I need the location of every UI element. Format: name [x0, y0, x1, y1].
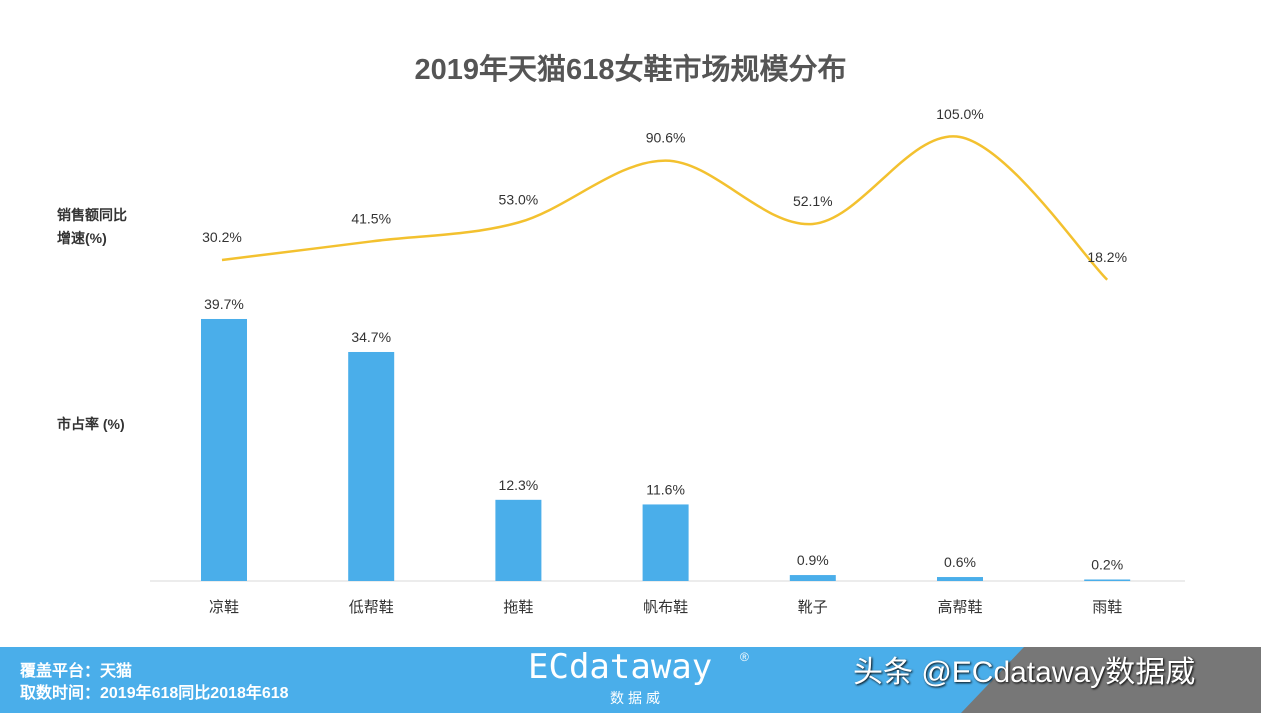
- period-text: 取数时间：2019年618同比2018年618: [20, 685, 289, 702]
- bar: [495, 499, 542, 581]
- chart-plot: 39.7% 34.7% 12.3% 11.6% 0.9% 0.6% 0.2% 凉鞋 低帮鞋 拖鞋 帆…: [150, 106, 1185, 616]
- bar-data-label: 11.6%: [646, 481, 685, 497]
- registered-mark: ®: [740, 650, 749, 664]
- bar: [937, 577, 983, 581]
- bar: [348, 351, 395, 581]
- x-tick-label: 高帮鞋: [937, 599, 982, 616]
- x-tick-label: 帆布鞋: [643, 599, 688, 616]
- bar: [642, 504, 689, 581]
- chart-title: 2019年天猫618女鞋市场规模分布: [414, 54, 847, 86]
- x-tick-label: 靴子: [798, 599, 828, 616]
- bar-data-label: 39.7%: [204, 296, 244, 312]
- x-tick-label: 雨鞋: [1092, 599, 1122, 616]
- x-tick-label: 拖鞋: [503, 599, 533, 616]
- logo-subtitle: 数据威: [610, 690, 664, 706]
- bar: [1084, 579, 1131, 581]
- bar-data-label: 0.6%: [944, 554, 976, 570]
- growth-line: [221, 135, 1109, 281]
- bar: [201, 318, 247, 581]
- platform-text: 覆盖平台：天猫: [20, 663, 133, 680]
- line-data-label: 41.5%: [351, 210, 391, 226]
- bar-data-label: 12.3%: [499, 477, 539, 493]
- bar-data-label: 0.9%: [797, 552, 829, 568]
- line-data-label: 52.1%: [793, 193, 833, 209]
- x-tick-label: 凉鞋: [209, 599, 239, 616]
- bar-data-label: 34.7%: [351, 329, 391, 345]
- x-tick-label: 低帮鞋: [349, 599, 394, 616]
- bar-data-label: 0.2%: [1091, 557, 1123, 573]
- line-data-label: 90.6%: [646, 130, 686, 146]
- line-series-label: 销售额同比 增速(%): [57, 207, 127, 246]
- line-data-label: 53.0%: [499, 192, 539, 208]
- line-data-label: 30.2%: [202, 229, 242, 245]
- line-data-label: 105.0%: [936, 106, 983, 122]
- ecdataway-logo: ECdataway: [528, 647, 713, 687]
- bar: [789, 575, 836, 581]
- bar-series-label: 市占率 (%): [57, 416, 125, 432]
- line-data-label: 18.2%: [1087, 249, 1127, 265]
- toutiao-watermark: 头条 @ECdataway数据威: [853, 656, 1196, 689]
